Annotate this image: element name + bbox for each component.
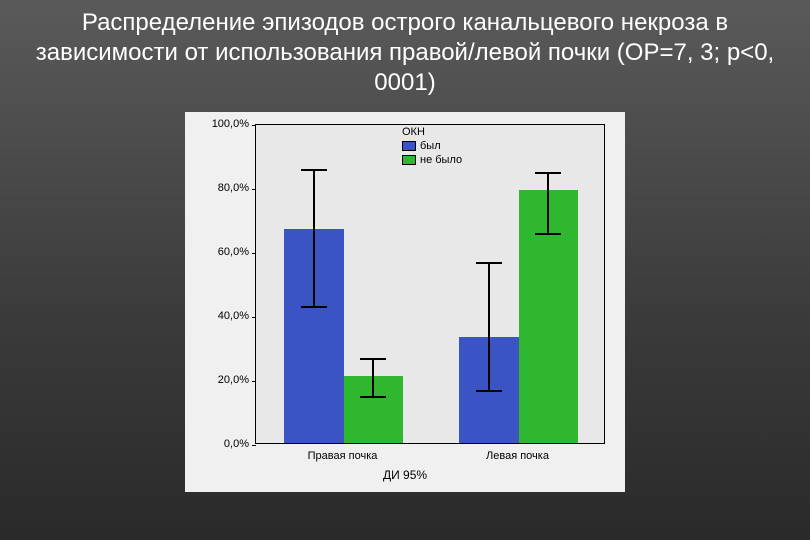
- y-tick-label: 80,0%: [218, 182, 249, 194]
- error-bar: [488, 263, 490, 391]
- x-axis-title: ДИ 95%: [185, 468, 625, 482]
- error-bar: [547, 173, 549, 234]
- y-tick-label: 100,0%: [212, 118, 249, 130]
- y-tick-label: 40,0%: [218, 310, 249, 322]
- error-cap: [476, 390, 502, 392]
- y-tick: [252, 125, 256, 126]
- error-cap: [301, 306, 327, 308]
- legend-swatch: [402, 141, 416, 151]
- error-cap: [360, 358, 386, 360]
- page-title: Распределение эпизодов острого канальцев…: [0, 0, 810, 102]
- y-tick-label: 60,0%: [218, 246, 249, 258]
- x-category-label: Левая почка: [486, 450, 549, 462]
- y-tick-label: 20,0%: [218, 374, 249, 386]
- legend-item: не было: [402, 154, 462, 166]
- legend: ОКН был не было: [402, 126, 462, 166]
- error-cap: [360, 396, 386, 398]
- error-cap: [535, 233, 561, 235]
- legend-swatch: [402, 155, 416, 165]
- y-tick: [252, 189, 256, 190]
- y-tick: [252, 253, 256, 254]
- y-tick-label: 0,0%: [224, 438, 249, 450]
- y-tick: [252, 317, 256, 318]
- x-category-label: Правая почка: [308, 450, 378, 462]
- error-bar: [372, 359, 374, 397]
- error-cap: [301, 169, 327, 171]
- error-cap: [535, 172, 561, 174]
- chart-container: 0,0% 20,0% 40,0% 60,0% 80,0% 100,0% ДИ 95% ОК…: [185, 112, 625, 492]
- plot-area: [255, 124, 605, 444]
- legend-item: был: [402, 140, 462, 152]
- y-tick: [252, 445, 256, 446]
- y-tick: [252, 381, 256, 382]
- error-bar: [313, 170, 315, 308]
- legend-label: был: [420, 140, 441, 152]
- error-cap: [476, 262, 502, 264]
- legend-title: ОКН: [402, 126, 462, 138]
- legend-label: не было: [420, 154, 462, 166]
